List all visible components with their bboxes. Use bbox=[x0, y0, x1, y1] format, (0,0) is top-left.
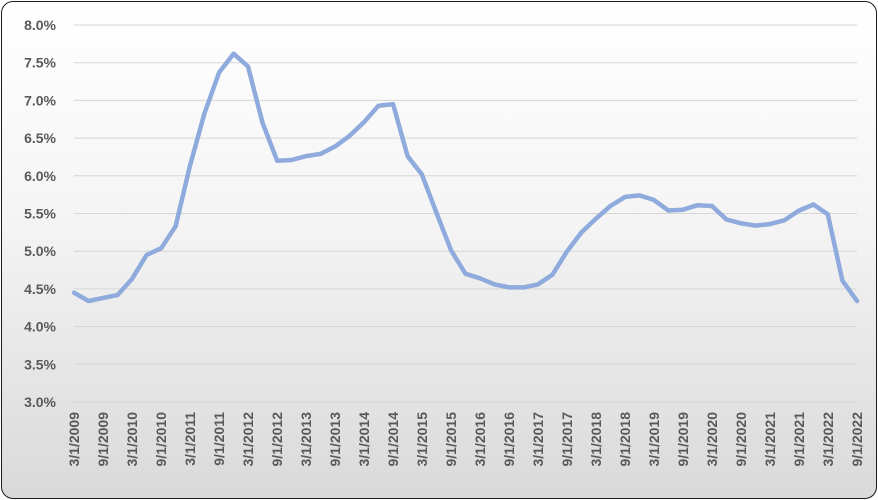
x-tick-label: 9/1/2021 bbox=[791, 412, 807, 467]
y-tick-label: 3.5% bbox=[24, 356, 56, 372]
x-tick-label: 3/1/2021 bbox=[762, 412, 778, 467]
x-tick-label: 3/1/2009 bbox=[66, 412, 82, 467]
y-tick-label: 7.5% bbox=[24, 55, 56, 71]
gridlines bbox=[74, 24, 857, 403]
x-tick-label: 9/1/2016 bbox=[501, 412, 517, 467]
x-tick-label: 3/1/2012 bbox=[240, 412, 256, 467]
x-tick-label: 9/1/2014 bbox=[385, 412, 401, 467]
x-tick-label: 3/1/2013 bbox=[298, 412, 314, 467]
x-tick-label: 3/1/2011 bbox=[182, 412, 198, 466]
y-tick-label: 8.0% bbox=[24, 17, 56, 33]
x-axis-ticks: 3/1/2009 9/1/2009 3/1/2010 9/1/2010 3/1/2011… bbox=[66, 412, 865, 467]
y-tick-label: 5.5% bbox=[24, 206, 56, 222]
x-tick-label: 9/1/2013 bbox=[327, 412, 343, 467]
y-tick-label: 6.5% bbox=[24, 130, 56, 146]
x-tick-label: 3/1/2010 bbox=[124, 412, 140, 467]
x-tick-label: 9/1/2022 bbox=[849, 412, 865, 467]
x-tick-label: 9/1/2017 bbox=[559, 412, 575, 467]
x-tick-label: 9/1/2011 bbox=[211, 412, 227, 466]
x-tick-label: 9/1/2020 bbox=[733, 412, 749, 467]
y-tick-label: 4.5% bbox=[24, 281, 56, 297]
y-tick-label: 3.0% bbox=[24, 394, 56, 410]
x-tick-label: 3/1/2016 bbox=[472, 412, 488, 467]
y-tick-label: 7.0% bbox=[24, 92, 56, 108]
x-tick-label: 3/1/2022 bbox=[820, 412, 836, 467]
x-tick-label: 9/1/2015 bbox=[443, 412, 459, 467]
x-tick-label: 3/1/2017 bbox=[530, 412, 546, 467]
y-tick-label: 4.0% bbox=[24, 319, 56, 335]
x-tick-label: 9/1/2012 bbox=[269, 412, 285, 467]
x-tick-label: 9/1/2018 bbox=[617, 412, 633, 467]
y-axis-ticks: 3.0% 3.5% 4.0% 4.5% 5.0% 5.5% 6.0% 6.5% 7.0% 7.5%… bbox=[24, 17, 56, 410]
series-line bbox=[71, 51, 860, 304]
x-tick-label: 9/1/2010 bbox=[153, 412, 169, 467]
y-tick-label: 6.0% bbox=[24, 168, 56, 184]
x-tick-label: 9/1/2019 bbox=[675, 412, 691, 467]
x-tick-label: 3/1/2020 bbox=[704, 412, 720, 467]
x-tick-label: 9/1/2009 bbox=[95, 412, 111, 467]
x-tick-label: 3/1/2015 bbox=[414, 412, 430, 467]
x-tick-label: 3/1/2018 bbox=[588, 412, 604, 467]
x-tick-label: 3/1/2019 bbox=[646, 412, 662, 467]
x-tick-label: 3/1/2014 bbox=[356, 412, 372, 467]
series-group bbox=[71, 51, 860, 304]
y-tick-label: 5.0% bbox=[24, 243, 56, 259]
